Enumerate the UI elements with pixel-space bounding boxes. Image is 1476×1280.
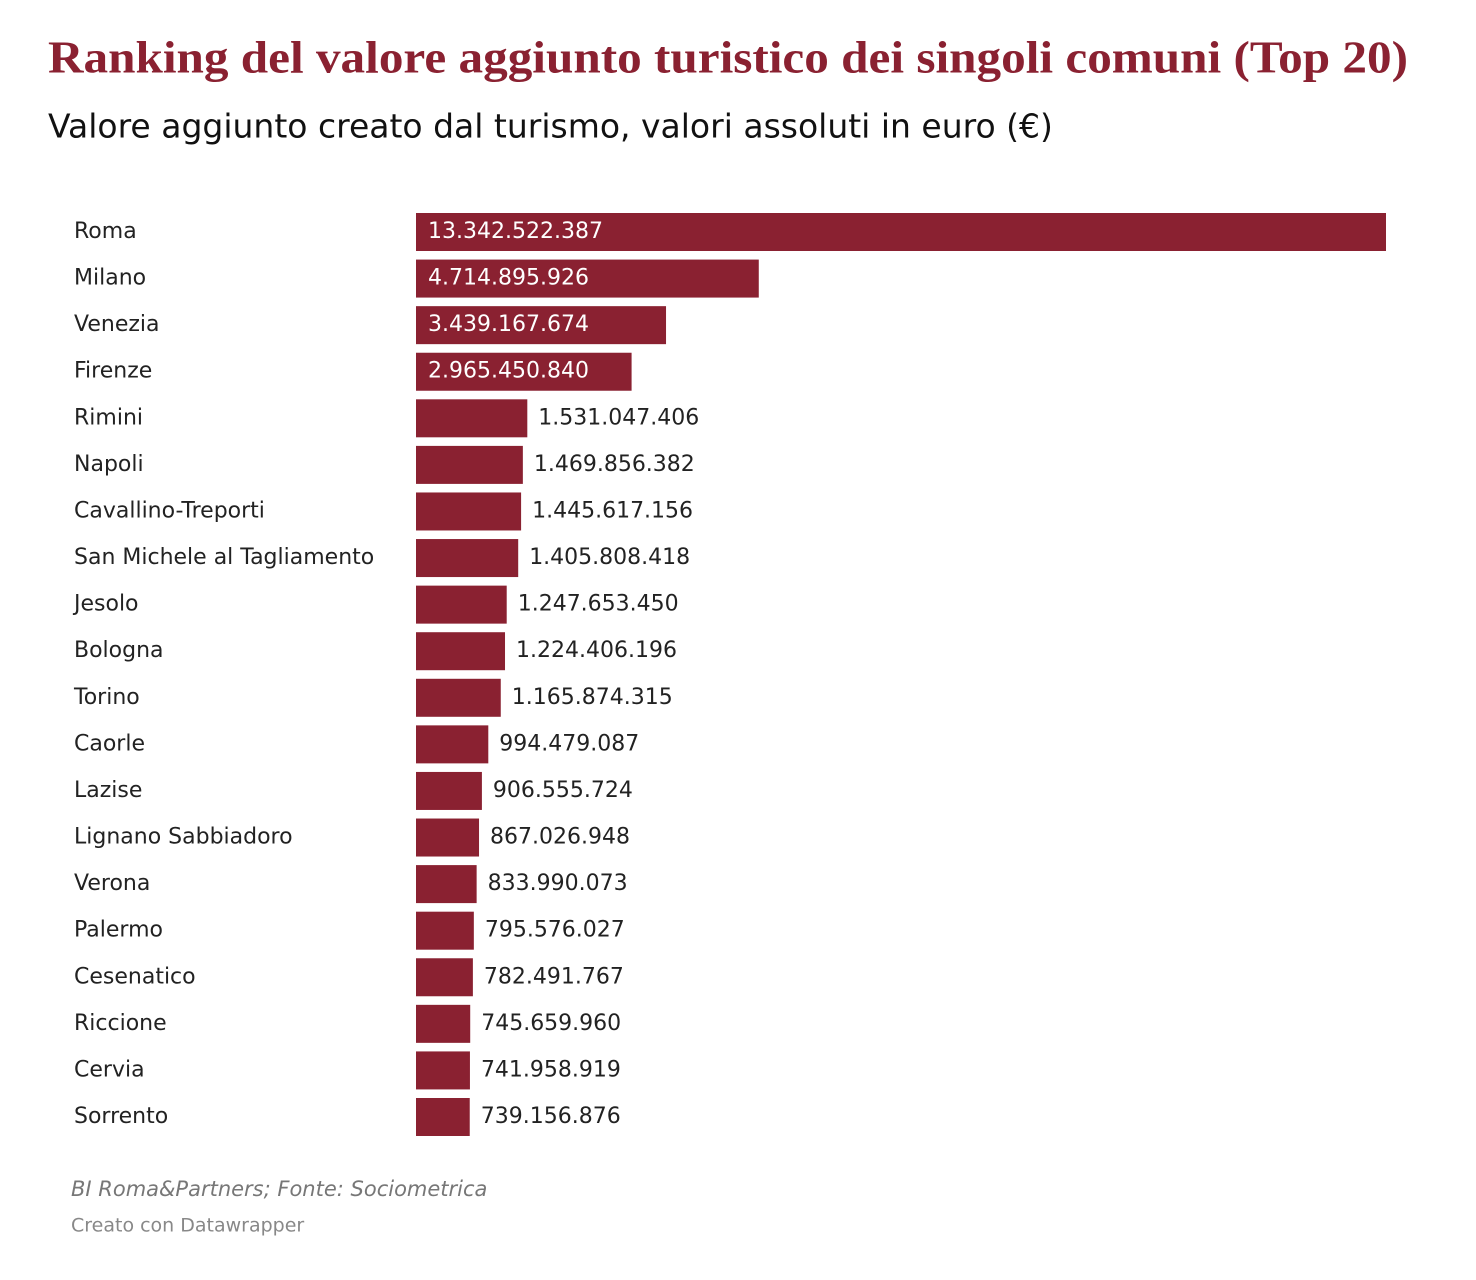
value-label: 833.990.073 [488,871,628,896]
bar [416,399,528,438]
category-label: Cavallino-Treporti [74,498,265,523]
category-label: Bologna [74,638,164,663]
category-label: Torino [73,685,140,710]
category-label: Rimini [74,405,143,430]
value-label: 1.445.617.156 [532,498,693,523]
value-label: 1.405.808.418 [529,545,690,570]
bar [416,958,473,997]
bar [416,259,759,298]
bar [416,911,474,950]
value-label: 795.576.027 [485,918,625,943]
value-label: 745.659.960 [481,1011,621,1036]
source: BI Roma&Partners; Fonte: Sociometrica [71,1177,487,1201]
value-label: 13.342.522.387 [428,219,603,244]
bar [416,445,523,484]
bar [416,539,519,578]
value-label: 1.224.406.196 [516,638,677,663]
category-label: Jesolo [72,592,139,617]
bar [416,818,480,857]
value-label: 3.439.167.674 [428,312,589,337]
category-label: Caorle [74,731,145,756]
value-label: 739.156.876 [481,1104,621,1129]
category-label: Riccione [74,1011,167,1036]
bar [416,725,489,764]
bar [416,632,506,671]
value-label: 782.491.767 [484,964,624,989]
category-label: Verona [74,871,150,896]
bar [416,1004,471,1043]
bar [416,492,522,531]
category-label: Lignano Sabbiadoro [74,825,293,850]
bar [416,1098,470,1136]
value-label: 4.714.895.926 [428,266,589,291]
bar [416,585,507,624]
category-label: Milano [74,266,146,291]
category-label: Lazise [74,778,142,803]
bar [416,771,482,810]
category-label: Cesenatico [74,964,196,989]
category-label: Napoli [74,452,144,477]
value-label: 2.965.450.840 [428,359,589,384]
chart-subtitle: Valore aggiunto creato dal turismo, valo… [48,107,1053,146]
value-label: 1.247.653.450 [518,592,679,617]
value-label: 994.479.087 [499,731,639,756]
bar [416,865,477,904]
bar [416,213,1386,251]
category-label: San Michele al Tagliamento [74,545,374,570]
chart-title: Ranking del valore aggiunto turistico de… [48,32,1408,83]
value-label: 1.469.856.382 [534,452,695,477]
category-label: Venezia [74,312,160,337]
value-label: 906.555.724 [493,778,633,803]
category-label: Firenze [74,359,152,384]
bar [416,306,667,345]
bar [416,678,501,717]
credit: Creato con Datawrapper [71,1215,304,1237]
value-label: 1.531.047.406 [538,405,699,430]
category-label: Roma [74,219,137,244]
value-label: 741.958.919 [481,1057,621,1082]
bar [416,1051,470,1090]
category-label: Sorrento [74,1104,168,1129]
bar [416,352,632,391]
value-label: 867.026.948 [490,825,630,850]
category-label: Cervia [74,1057,145,1082]
category-label: Palermo [74,918,163,943]
value-label: 1.165.874.315 [512,685,673,710]
